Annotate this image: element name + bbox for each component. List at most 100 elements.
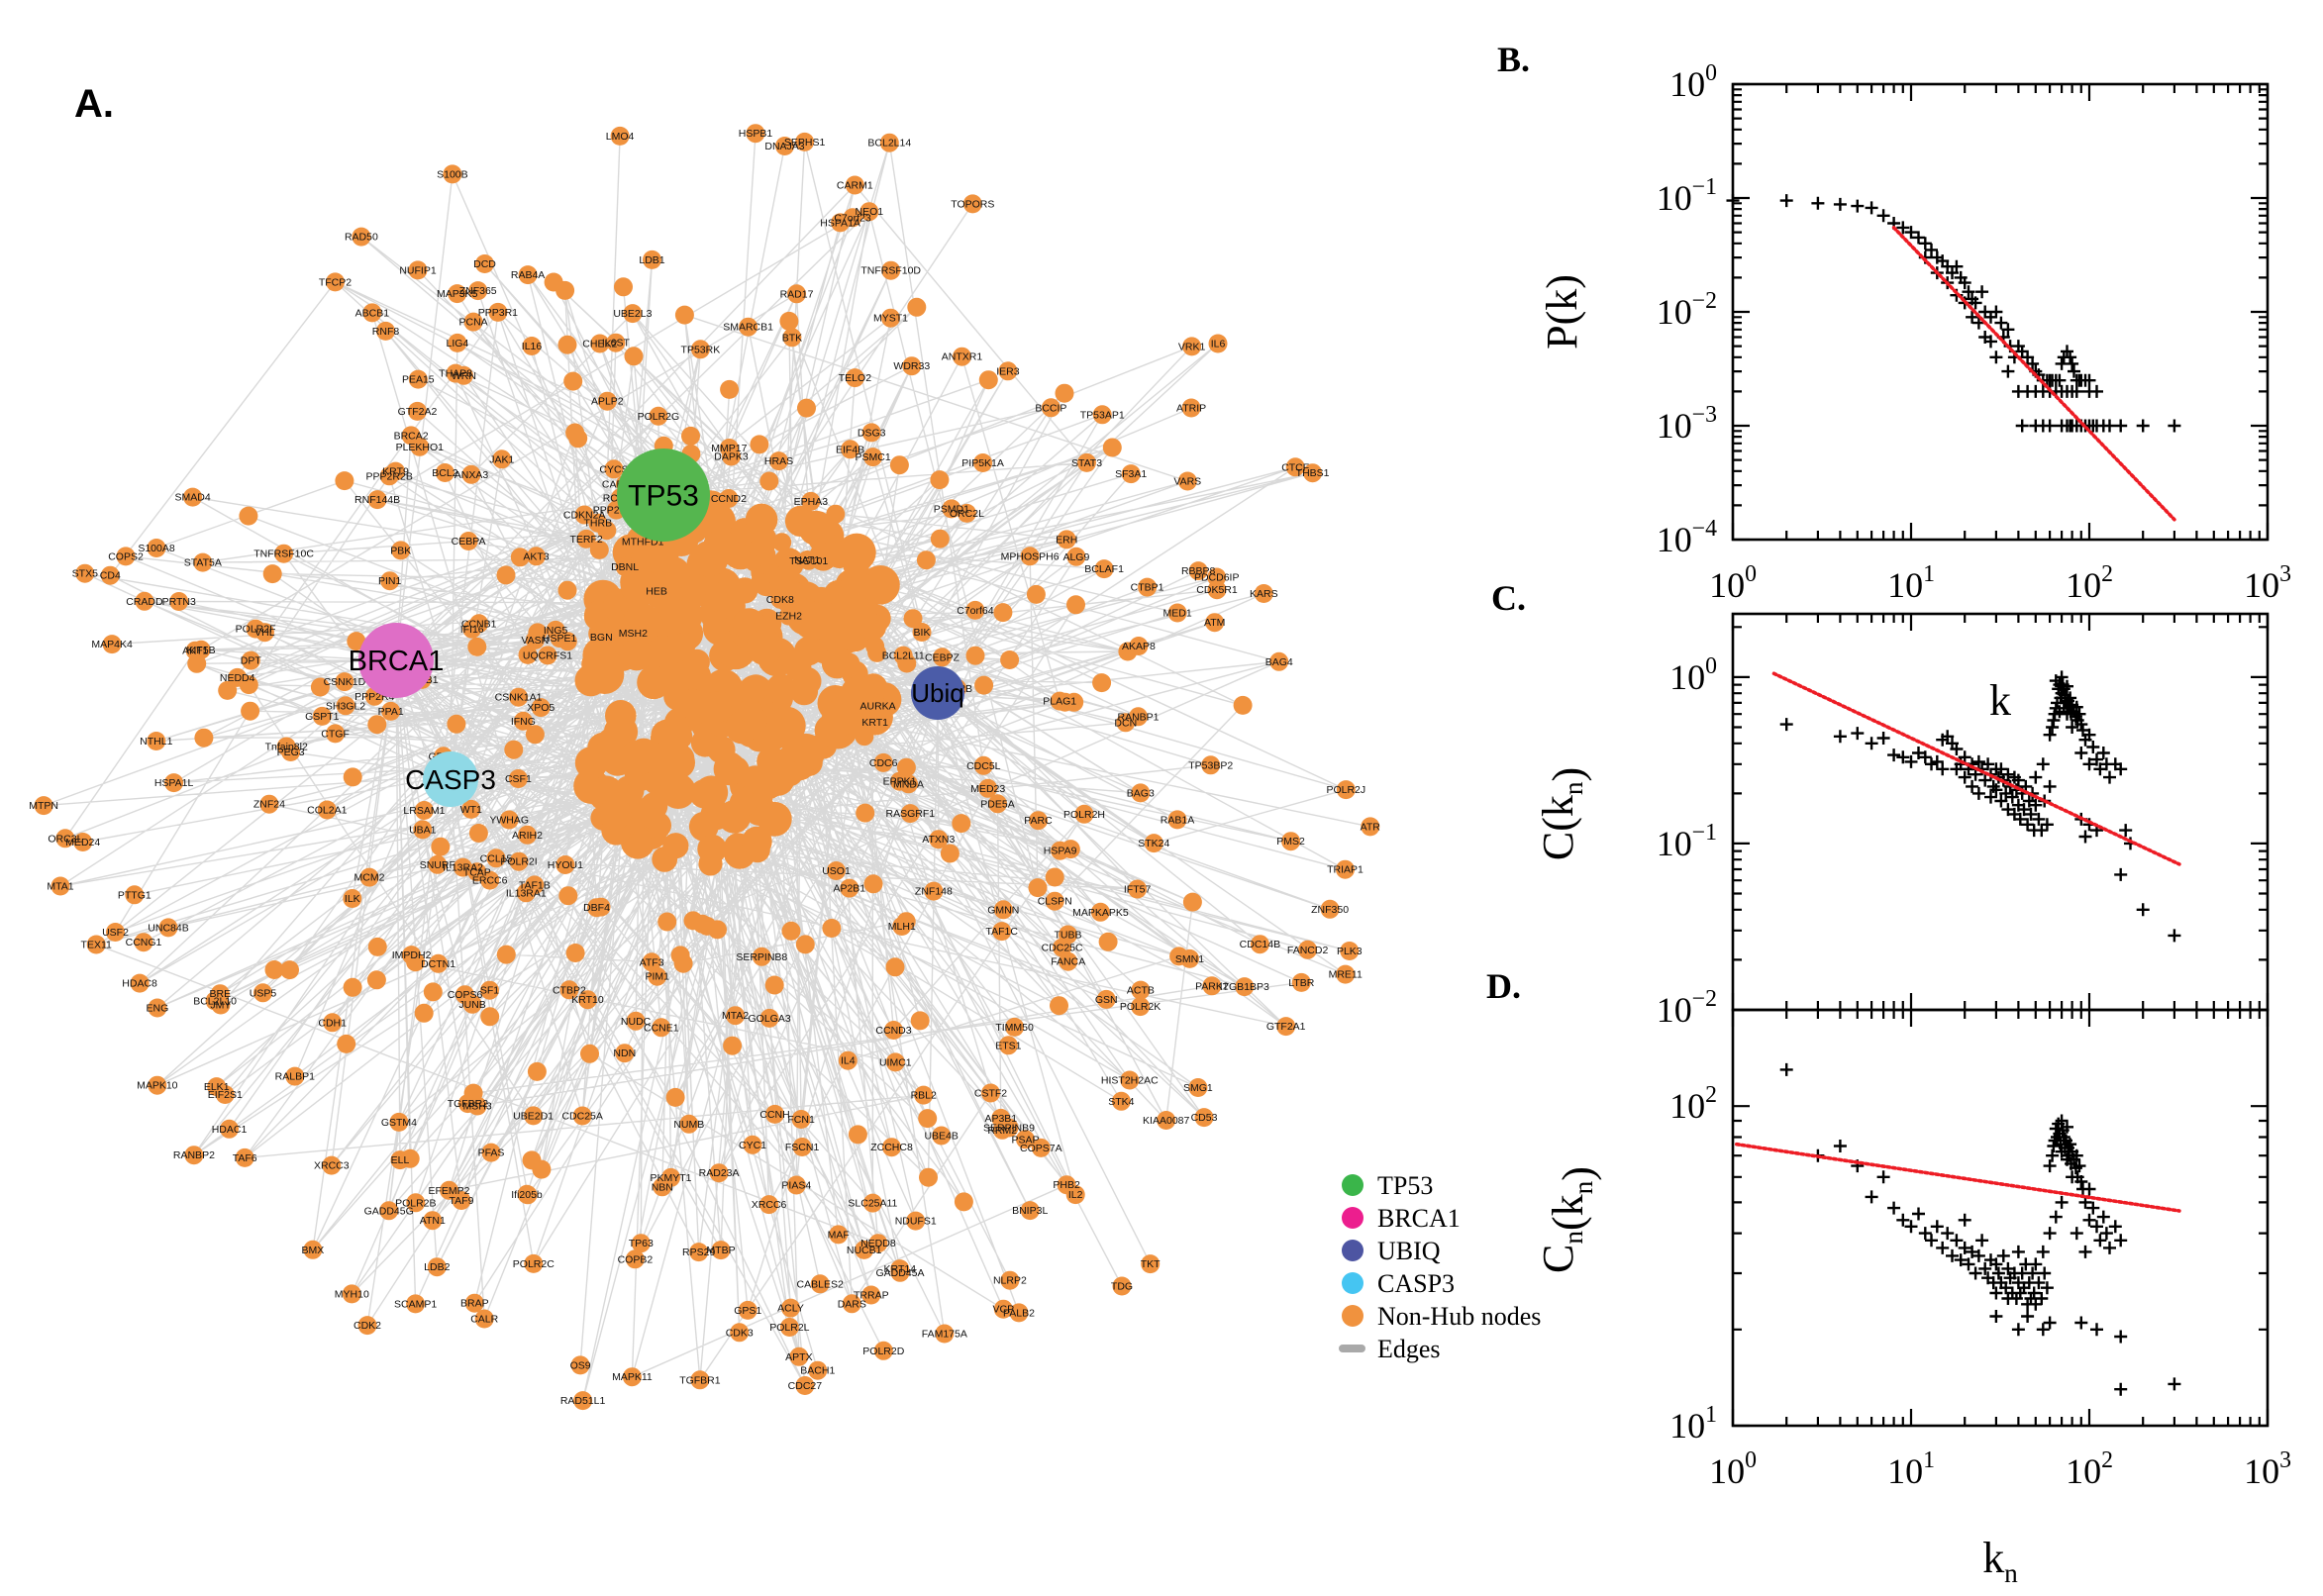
network-node-label: Tnfaip8l2 — [265, 742, 308, 753]
network-node — [614, 539, 634, 557]
network-node — [73, 833, 93, 851]
network-node — [713, 752, 747, 786]
network-node-label: UBE2L3 — [613, 308, 652, 320]
network-node — [662, 833, 689, 859]
network-node — [863, 874, 883, 894]
network-node — [218, 680, 238, 700]
network-node — [1111, 1091, 1131, 1111]
network-node-label: HDAC1 — [212, 1124, 248, 1136]
network-node — [978, 370, 998, 390]
network-node — [1144, 834, 1163, 853]
network-node — [134, 933, 153, 952]
network-node-label: POLR2C — [513, 1258, 555, 1270]
network-node-label: CCNE1 — [644, 1022, 679, 1034]
network-node-label: RNF144B — [354, 494, 400, 506]
network-node — [367, 937, 387, 956]
network-node-label: CDK3 — [726, 1327, 754, 1339]
legend-label: Edges — [1377, 1335, 1441, 1363]
network-node-label: CCND3 — [875, 1025, 911, 1037]
network-node-label: HYOU1 — [548, 859, 583, 871]
network-node-label: IFNG — [511, 716, 536, 728]
network-node-label: SLC25A11 — [848, 1198, 897, 1210]
network-node-label: CCND2 — [711, 493, 747, 505]
network-node — [527, 1061, 547, 1081]
network-node — [1276, 1017, 1296, 1037]
network-node — [531, 698, 551, 718]
network-node — [312, 706, 332, 726]
network-node — [978, 778, 998, 798]
network-node-label: CDC6 — [869, 757, 898, 769]
network-node — [598, 797, 632, 831]
network-node — [881, 308, 900, 328]
network-node — [326, 724, 346, 744]
network-node-label: DBF4 — [583, 902, 610, 914]
network-node — [620, 638, 654, 671]
network-node — [772, 548, 804, 579]
network-node — [55, 829, 75, 848]
y-axis-title-C: C(kn) — [1534, 767, 1592, 860]
network-node-label: SNURF — [420, 859, 455, 871]
network-node-label: AP2B1 — [833, 883, 865, 895]
network-node — [879, 133, 899, 152]
network-node — [220, 1119, 239, 1139]
tick-label: 101 — [1669, 1402, 1717, 1446]
network-node — [709, 1163, 729, 1183]
network-node-label: PFAS — [478, 1147, 505, 1159]
network-node-label: CSNK1D — [324, 676, 366, 688]
network-node — [401, 426, 421, 446]
network-node — [376, 321, 395, 341]
hub-node-ubiq — [911, 666, 964, 720]
network-node — [1120, 1070, 1140, 1090]
network-node — [1041, 398, 1060, 418]
network-node — [102, 635, 122, 654]
network-node — [116, 547, 136, 566]
network-node-label: ANXA3 — [454, 469, 489, 481]
network-node-label: PPP2R2B — [366, 470, 413, 482]
network-node-label: SERPINB8 — [736, 951, 787, 963]
network-node — [357, 1316, 377, 1336]
network-node-label: PMS2 — [1276, 836, 1305, 848]
network-node — [845, 175, 864, 195]
network-node — [326, 272, 345, 292]
network-node — [743, 1135, 762, 1154]
network-node — [262, 564, 282, 584]
network-node — [1202, 976, 1222, 996]
network-node-label: BRCA2 — [394, 430, 429, 442]
network-node-label: GADD45G — [364, 1205, 414, 1217]
network-node-label: ZNF350 — [1311, 904, 1349, 916]
network-node-label: OS9 — [570, 1359, 591, 1371]
network-node-label: JMY — [210, 1000, 231, 1012]
network-node-label: KRT9 — [382, 466, 409, 478]
network-node-label: XRCC6 — [752, 1199, 787, 1211]
scatter-points-D — [1779, 1062, 2181, 1396]
network-node-label: MSH2 — [619, 628, 648, 640]
network-node — [808, 1360, 828, 1380]
network-node-label: GSTM4 — [381, 1117, 417, 1129]
network-node — [322, 1155, 342, 1175]
network-node-label: RBBP8 — [1181, 565, 1216, 577]
network-node-label: SMAD4 — [175, 492, 211, 504]
network-node — [929, 830, 949, 849]
network-node — [615, 556, 635, 576]
network-node — [557, 335, 577, 354]
x-axis-title-D: kn — [1982, 1534, 2018, 1588]
network-node — [739, 317, 758, 337]
network-node — [856, 803, 875, 823]
network-node — [550, 629, 569, 648]
network-node-label: POLR2G — [638, 411, 680, 423]
network-node — [1098, 932, 1118, 951]
network-node-label: PDE5A — [980, 798, 1014, 810]
panel-b-label: B. — [1497, 40, 1530, 79]
network-node — [993, 603, 1013, 623]
network-node-label: CSNK1A1 — [495, 692, 543, 704]
network-node — [588, 513, 608, 533]
network-node — [973, 453, 993, 472]
network-node — [881, 260, 901, 280]
network-node — [1059, 925, 1077, 945]
network-node-label: ELL — [391, 1154, 410, 1166]
tick-label: 10−1 — [1657, 820, 1717, 863]
network-node-label: ATF3 — [640, 956, 664, 968]
network-node-label: IL2 — [1068, 1189, 1083, 1201]
network-node-label: UBE2D1 — [513, 1110, 554, 1122]
network-node — [1055, 383, 1074, 403]
